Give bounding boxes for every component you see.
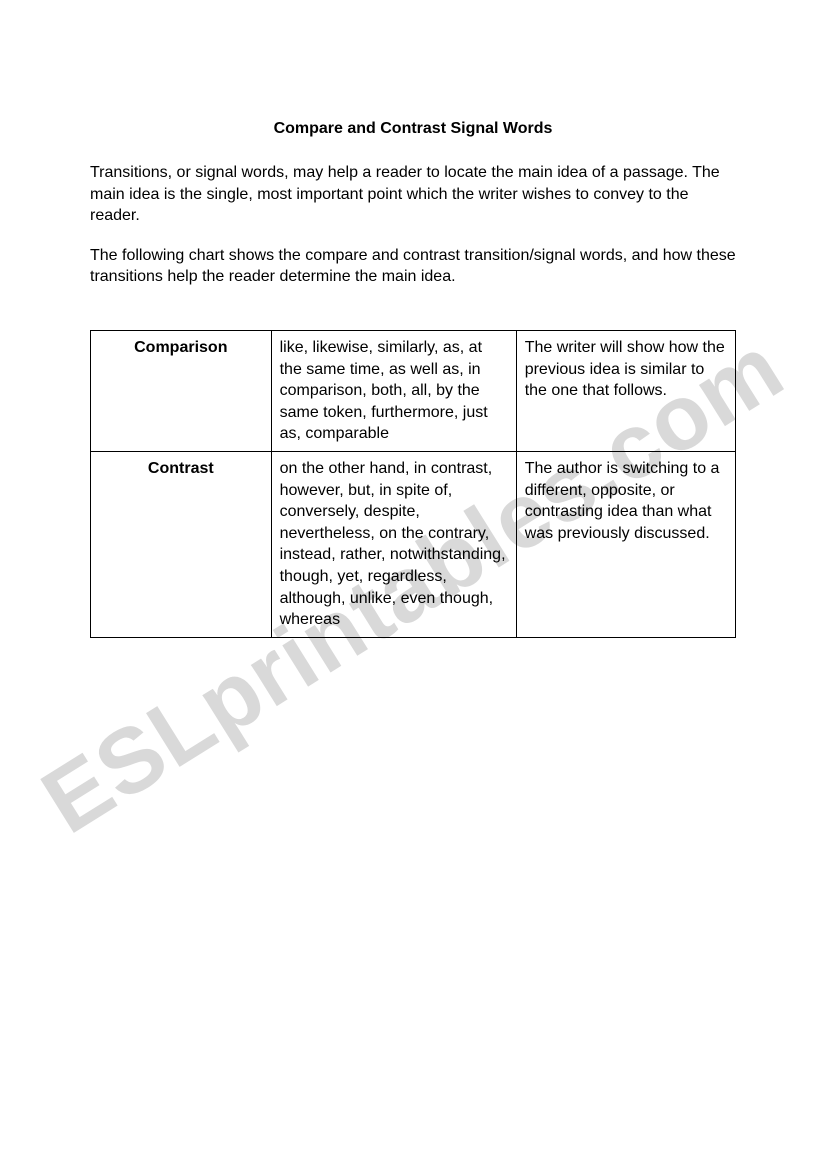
intro-paragraph-1: Transitions, or signal words, may help a… [90,162,736,227]
row-words-contrast: on the other hand, in contrast, however,… [271,451,516,637]
row-explanation-contrast: The author is switching to a different, … [516,451,735,637]
intro-paragraph-2: The following chart shows the compare an… [90,245,736,288]
row-label-comparison: Comparison [91,330,272,451]
signal-words-table: Comparison like, likewise, similarly, as… [90,330,736,638]
row-label-contrast: Contrast [91,451,272,637]
table-row: Comparison like, likewise, similarly, as… [91,330,736,451]
table-row: Contrast on the other hand, in contrast,… [91,451,736,637]
row-explanation-comparison: The writer will show how the previous id… [516,330,735,451]
page-title: Compare and Contrast Signal Words [90,120,736,138]
document-page: Compare and Contrast Signal Words Transi… [0,0,826,638]
row-words-comparison: like, likewise, similarly, as, at the sa… [271,330,516,451]
